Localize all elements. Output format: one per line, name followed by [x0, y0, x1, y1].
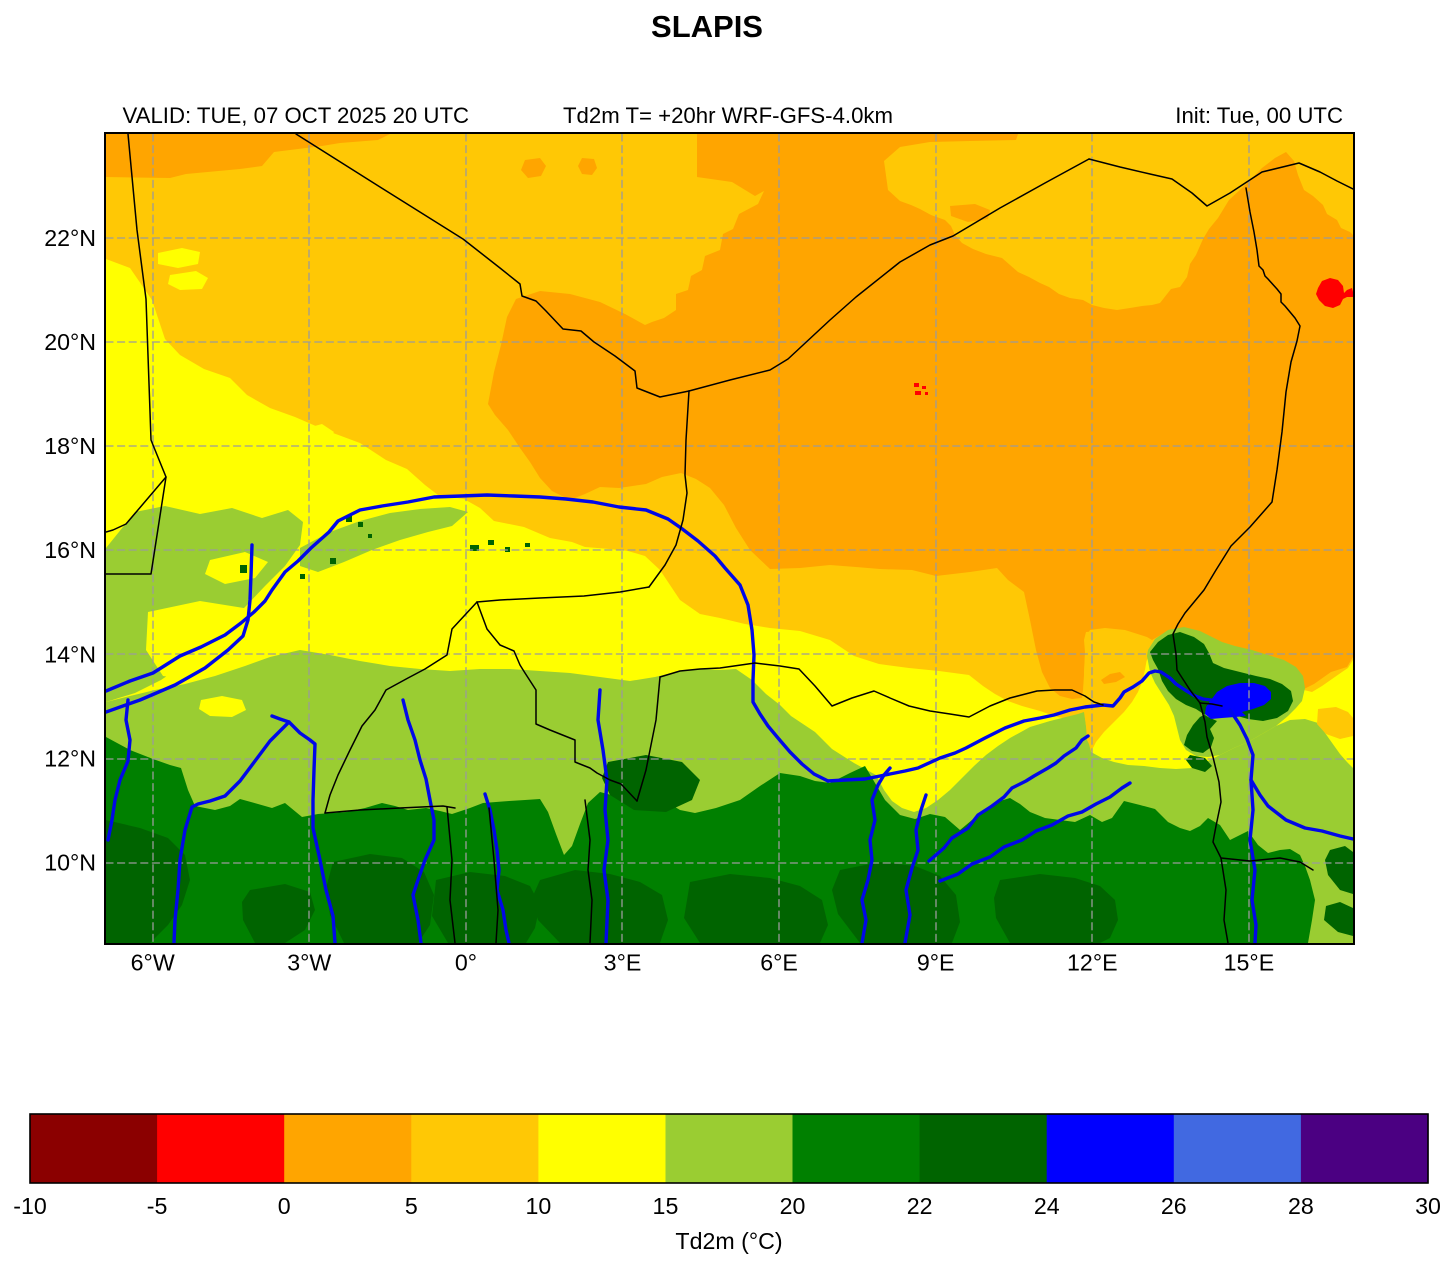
- svg-text:3°W: 3°W: [287, 950, 331, 976]
- svg-text:16°N: 16°N: [44, 537, 96, 563]
- svg-text:24: 24: [1034, 1193, 1060, 1219]
- svg-text:22°N: 22°N: [44, 225, 96, 251]
- svg-text:26: 26: [1161, 1193, 1187, 1219]
- svg-text:12°E: 12°E: [1067, 950, 1118, 976]
- svg-text:0°: 0°: [455, 950, 477, 976]
- svg-text:9°E: 9°E: [917, 950, 955, 976]
- svg-text:28: 28: [1288, 1193, 1314, 1219]
- svg-text:Td2m (°C): Td2m (°C): [675, 1228, 782, 1254]
- svg-text:15: 15: [653, 1193, 679, 1219]
- svg-text:20: 20: [780, 1193, 806, 1219]
- svg-text:VALID: TUE, 07 OCT 2025 20 UTC: VALID: TUE, 07 OCT 2025 20 UTC: [123, 103, 470, 128]
- svg-text:5: 5: [405, 1193, 418, 1219]
- svg-text:6°W: 6°W: [131, 950, 175, 976]
- svg-text:15°E: 15°E: [1224, 950, 1275, 976]
- svg-text:-5: -5: [147, 1193, 168, 1219]
- svg-text:Td2m T= +20hr WRF-GFS-4.0km: Td2m T= +20hr WRF-GFS-4.0km: [563, 103, 893, 128]
- svg-text:12°N: 12°N: [44, 745, 96, 771]
- svg-text:0: 0: [278, 1193, 291, 1219]
- svg-text:30: 30: [1415, 1193, 1441, 1219]
- svg-text:6°E: 6°E: [760, 950, 798, 976]
- svg-text:18°N: 18°N: [44, 433, 96, 459]
- svg-text:-10: -10: [13, 1193, 47, 1219]
- svg-text:20°N: 20°N: [44, 329, 96, 355]
- svg-text:SLAPIS: SLAPIS: [651, 9, 763, 44]
- svg-text:10: 10: [525, 1193, 551, 1219]
- svg-text:22: 22: [907, 1193, 933, 1219]
- svg-text:14°N: 14°N: [44, 641, 96, 667]
- svg-text:10°N: 10°N: [44, 850, 96, 876]
- svg-text:Init: Tue, 00 UTC: Init: Tue, 00 UTC: [1175, 103, 1343, 128]
- svg-text:3°E: 3°E: [604, 950, 642, 976]
